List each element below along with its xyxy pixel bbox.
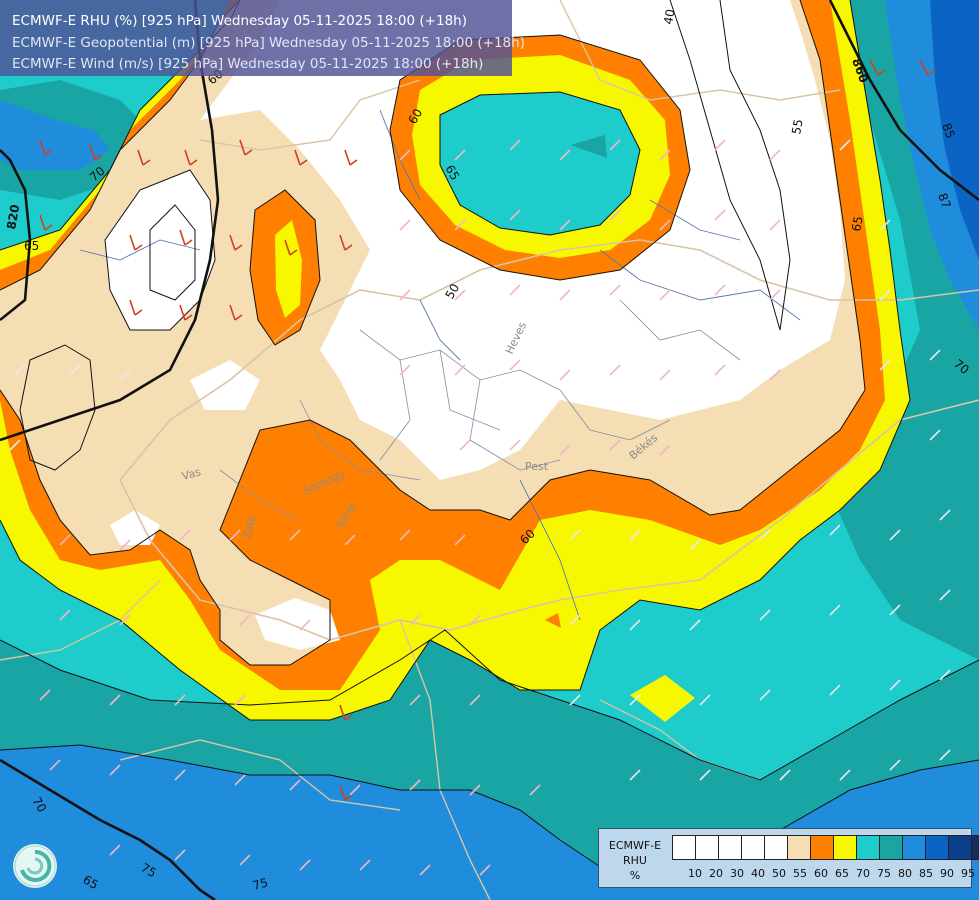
geopotential-labels: 820 860	[4, 56, 871, 230]
rhu-fill-below55-mid	[190, 360, 260, 410]
rhu-layer-title: ECMWF-E RHU (%) [925 hPa] Wednesday 05-1…	[12, 13, 467, 29]
rhu-fill-south-orange	[545, 613, 561, 628]
rhu-fill-center-yellow	[275, 220, 302, 318]
rhu-fill-below55-sw	[255, 598, 340, 650]
rhu-contour-lines	[0, 0, 979, 881]
legend-tick-label: 10	[688, 867, 702, 880]
legend-swatches	[672, 835, 979, 860]
legend-tick-label: 30	[730, 867, 744, 880]
legend-variable: RHU	[623, 854, 647, 867]
contour-label: 50	[442, 281, 462, 301]
legend-tick-label: 65	[835, 867, 849, 880]
contour-label: 40	[661, 8, 677, 25]
legend-title: ECMWF-E RHU %	[601, 838, 669, 883]
contour-label: 87	[935, 191, 953, 210]
color-legend: ECMWF-E RHU % 10 20 30 40 50 55 60 65 70 75 80 85 90…	[598, 828, 979, 888]
rhu-fill-north-darkteal	[570, 135, 607, 158]
legend-tick-label: 95	[961, 867, 975, 880]
logo-icon	[13, 844, 57, 888]
rhu-fill-85-east	[930, 0, 979, 260]
contour-label: 65	[81, 872, 101, 892]
legend-tick-label: 20	[709, 867, 723, 880]
wind-layer-title: ECMWF-E Wind (m/s) [925 hPa] Wednesday 0…	[12, 56, 484, 72]
country-border	[119, 399, 979, 641]
geopotential-label: 820	[4, 203, 22, 230]
legend-swatch	[856, 835, 880, 860]
legend-tick-label: 70	[856, 867, 870, 880]
wind-barbs	[9, 59, 951, 876]
contour-label: 65	[849, 215, 865, 232]
legend-model: ECMWF-E	[608, 839, 662, 852]
legend-tick-label: 85	[919, 867, 933, 880]
country-border	[199, 0, 841, 151]
legend-swatch	[787, 835, 811, 860]
contour-label: 75	[251, 875, 269, 892]
legend-swatch	[948, 835, 972, 860]
contour-label: 70	[29, 795, 49, 815]
contour-label: 60	[405, 106, 425, 126]
legend-swatch	[925, 835, 949, 860]
legend-tick-label: 40	[751, 867, 765, 880]
contour-label: 65	[442, 163, 462, 183]
legend-swatch	[718, 835, 742, 860]
legend-swatch	[971, 835, 979, 860]
contour-label: 85	[939, 121, 957, 140]
legend-tick-label: 80	[898, 867, 912, 880]
place-label: Vas	[180, 465, 202, 483]
rhu-fill-east-yellow	[630, 675, 695, 722]
legend-swatch	[672, 835, 696, 860]
county-borders	[219, 299, 741, 521]
legend-swatch	[741, 835, 765, 860]
legend-swatch	[902, 835, 926, 860]
rhu-fill-80-nw	[0, 100, 110, 170]
rhu-fill-north-teal	[440, 92, 640, 235]
legend-tick-label: 90	[940, 867, 954, 880]
contour-label: 75	[139, 860, 159, 880]
legend-swatch	[764, 835, 788, 860]
legend-tick-label: 55	[793, 867, 807, 880]
geopotential-layer-title: ECMWF-E Geopotential (m) [925 hPa] Wedne…	[12, 35, 525, 51]
legend-swatch	[879, 835, 903, 860]
contour-label: 65	[24, 239, 39, 253]
map-title-panel: ECMWF-E RHU (%) [925 hPa] Wednesday 05-1…	[0, 0, 525, 76]
legend-tick-label: 60	[814, 867, 828, 880]
legend-tick-label: 50	[772, 867, 786, 880]
rhu-fill-below55-west	[105, 170, 215, 330]
legend-swatch	[695, 835, 719, 860]
legend-unit: %	[629, 869, 641, 882]
contour-label: 55	[789, 118, 805, 135]
legend-swatch	[833, 835, 857, 860]
country-border	[119, 239, 979, 481]
legend-swatch	[810, 835, 834, 860]
legend-tick-label: 75	[877, 867, 891, 880]
place-label: Pest	[525, 460, 549, 473]
place-label: Zala	[240, 514, 259, 541]
